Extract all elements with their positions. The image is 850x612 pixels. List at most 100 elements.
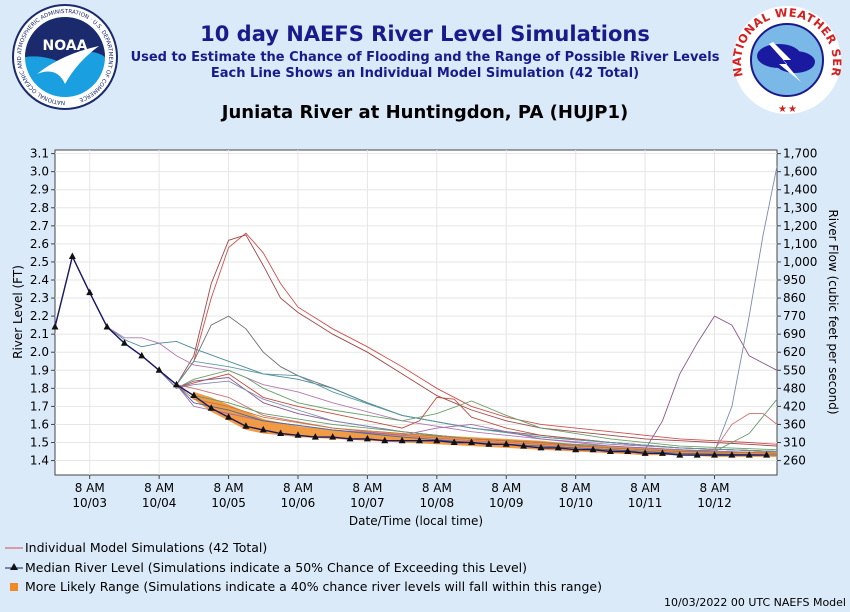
model-run-footer: 10/03/2022 00 UTC NAEFS Model (663, 596, 846, 609)
median-point (346, 434, 354, 442)
y-tick-label: 2.5 (30, 255, 49, 269)
x-tick-label-date: 10/03 (72, 496, 107, 510)
x-tick-label-time: 8 AM (352, 481, 382, 495)
chart-subtitle-1: Used to Estimate the Chance of Flooding … (130, 50, 720, 65)
y2-tick-label: 690 (783, 327, 806, 341)
x-tick-label-date: 10/10 (558, 496, 593, 510)
x-tick-label-date: 10/07 (350, 496, 385, 510)
y-tick-label: 2.1 (30, 327, 49, 341)
median-point (572, 445, 580, 453)
y2-tick-label: 1,000 (783, 255, 817, 269)
y2-tick-label: 1,700 (783, 147, 817, 161)
median-point (520, 442, 528, 449)
y2-tick-label: 310 (783, 436, 806, 450)
grid-lines (55, 150, 777, 475)
y2-tick-label: 860 (783, 291, 806, 305)
median-point (120, 339, 128, 346)
x-tick-label-time: 8 AM (630, 481, 660, 495)
median-point (138, 351, 146, 359)
y-tick-label: 2.7 (30, 219, 49, 233)
x-tick-label-date: 10/11 (628, 496, 663, 510)
median-point (329, 433, 337, 440)
median-point (155, 366, 163, 373)
x-tick-label-time: 8 AM (214, 481, 244, 495)
y2-tick-label: 420 (783, 399, 806, 413)
median-point (225, 413, 233, 420)
y-tick-label: 1.7 (30, 399, 49, 413)
y2-tick-label: 1,600 (783, 165, 817, 179)
median-point (190, 391, 198, 399)
y2-tick-label: 260 (783, 454, 806, 468)
x-tick-label-time: 8 AM (422, 481, 452, 495)
median-layer (51, 252, 771, 458)
median-point (589, 445, 597, 453)
median-point (277, 429, 285, 436)
x-tick-label-date: 10/09 (489, 496, 524, 510)
y2-tick-label: 1,300 (783, 201, 817, 215)
median-point (450, 438, 458, 445)
x-tick-label-date: 10/06 (281, 496, 316, 510)
y-tick-label: 1.9 (30, 363, 49, 377)
nws-logo: NATIONAL WEATHER SERVICE ★ ★ (729, 4, 844, 115)
legend-square-icon (10, 582, 18, 591)
median-point (606, 447, 614, 455)
y2-tick-label: 1,100 (783, 237, 817, 251)
y-tick-label: 3.1 (30, 147, 49, 161)
median-point (433, 436, 441, 444)
y-axis-ticks: 1.4 1.5 1.6 1.7 1.8 1.9 2.0 2.1 2.2 2.3 2.4 2.5 2.6 2… (30, 147, 55, 468)
median-point (502, 440, 510, 447)
noaa-logo-label: NOAA (43, 38, 88, 54)
median-point (554, 443, 562, 451)
legend-triangle-icon (5, 563, 23, 571)
y-tick-label: 1.4 (30, 454, 49, 468)
x-tick-label-date: 10/04 (142, 496, 177, 510)
y-tick-label: 2.3 (30, 291, 49, 305)
median-point (415, 436, 423, 444)
median-point (728, 451, 736, 458)
median-point (745, 451, 753, 458)
median-point (537, 443, 545, 451)
median-point (51, 322, 59, 330)
y-tick-label: 1.5 (30, 436, 49, 450)
median-point (172, 380, 180, 388)
x-tick-label-time: 8 AM (75, 481, 105, 495)
station-name: Juniata River at Huntingdon, PA (HUJP1) (221, 102, 629, 123)
y-tick-label: 2.2 (30, 309, 49, 323)
median-line (54, 254, 767, 456)
median-point (103, 322, 111, 330)
median-point (207, 404, 215, 411)
y-tick-label: 2.6 (30, 237, 49, 251)
legend-label-range: More Likely Range (Simulations indicate … (25, 579, 602, 595)
chart-title: 10 day NAEFS River Level Simulations (200, 22, 650, 46)
median-point (485, 440, 493, 447)
median-point (398, 436, 406, 444)
x-tick-label-time: 8 AM (283, 481, 313, 495)
y2-tick-label: 360 (783, 417, 806, 431)
chart-subtitle-2: Each Line Shows an Individual Model Simu… (210, 66, 640, 81)
x-tick-label-time: 8 AM (491, 481, 521, 495)
y-tick-label: 1.6 (30, 417, 49, 431)
y2-axis-ticks: 260 310 360 420 480 550 620 690 770 860 950 1,000 1,… (777, 147, 817, 468)
y2-tick-label: 620 (783, 345, 806, 359)
median-point (86, 288, 94, 296)
x-tick-label-time: 8 AM (700, 481, 730, 495)
median-point (68, 252, 76, 260)
legend-label-median: Median River Level (Simulations indicate… (25, 559, 528, 575)
y-tick-label: 2.9 (30, 183, 49, 197)
y2-tick-label: 1,200 (783, 219, 817, 233)
x-tick-label-time: 8 AM (561, 481, 591, 495)
noaa-logo: NOAA NATIONAL OCEANIC AND ATMOSPHERIC AD… (12, 4, 118, 110)
svg-text:★: ★ (778, 104, 787, 115)
median-point (468, 438, 476, 445)
median-point (242, 422, 250, 429)
x-tick-label-date: 10/12 (697, 496, 732, 510)
legend-line-icon (5, 547, 23, 549)
median-point (311, 433, 319, 440)
median-point (381, 436, 389, 444)
median-point (624, 447, 632, 455)
y-tick-label: 2.4 (30, 273, 49, 287)
median-point (259, 425, 267, 433)
svg-text:★: ★ (788, 104, 797, 115)
y-tick-label: 1.8 (30, 381, 49, 395)
